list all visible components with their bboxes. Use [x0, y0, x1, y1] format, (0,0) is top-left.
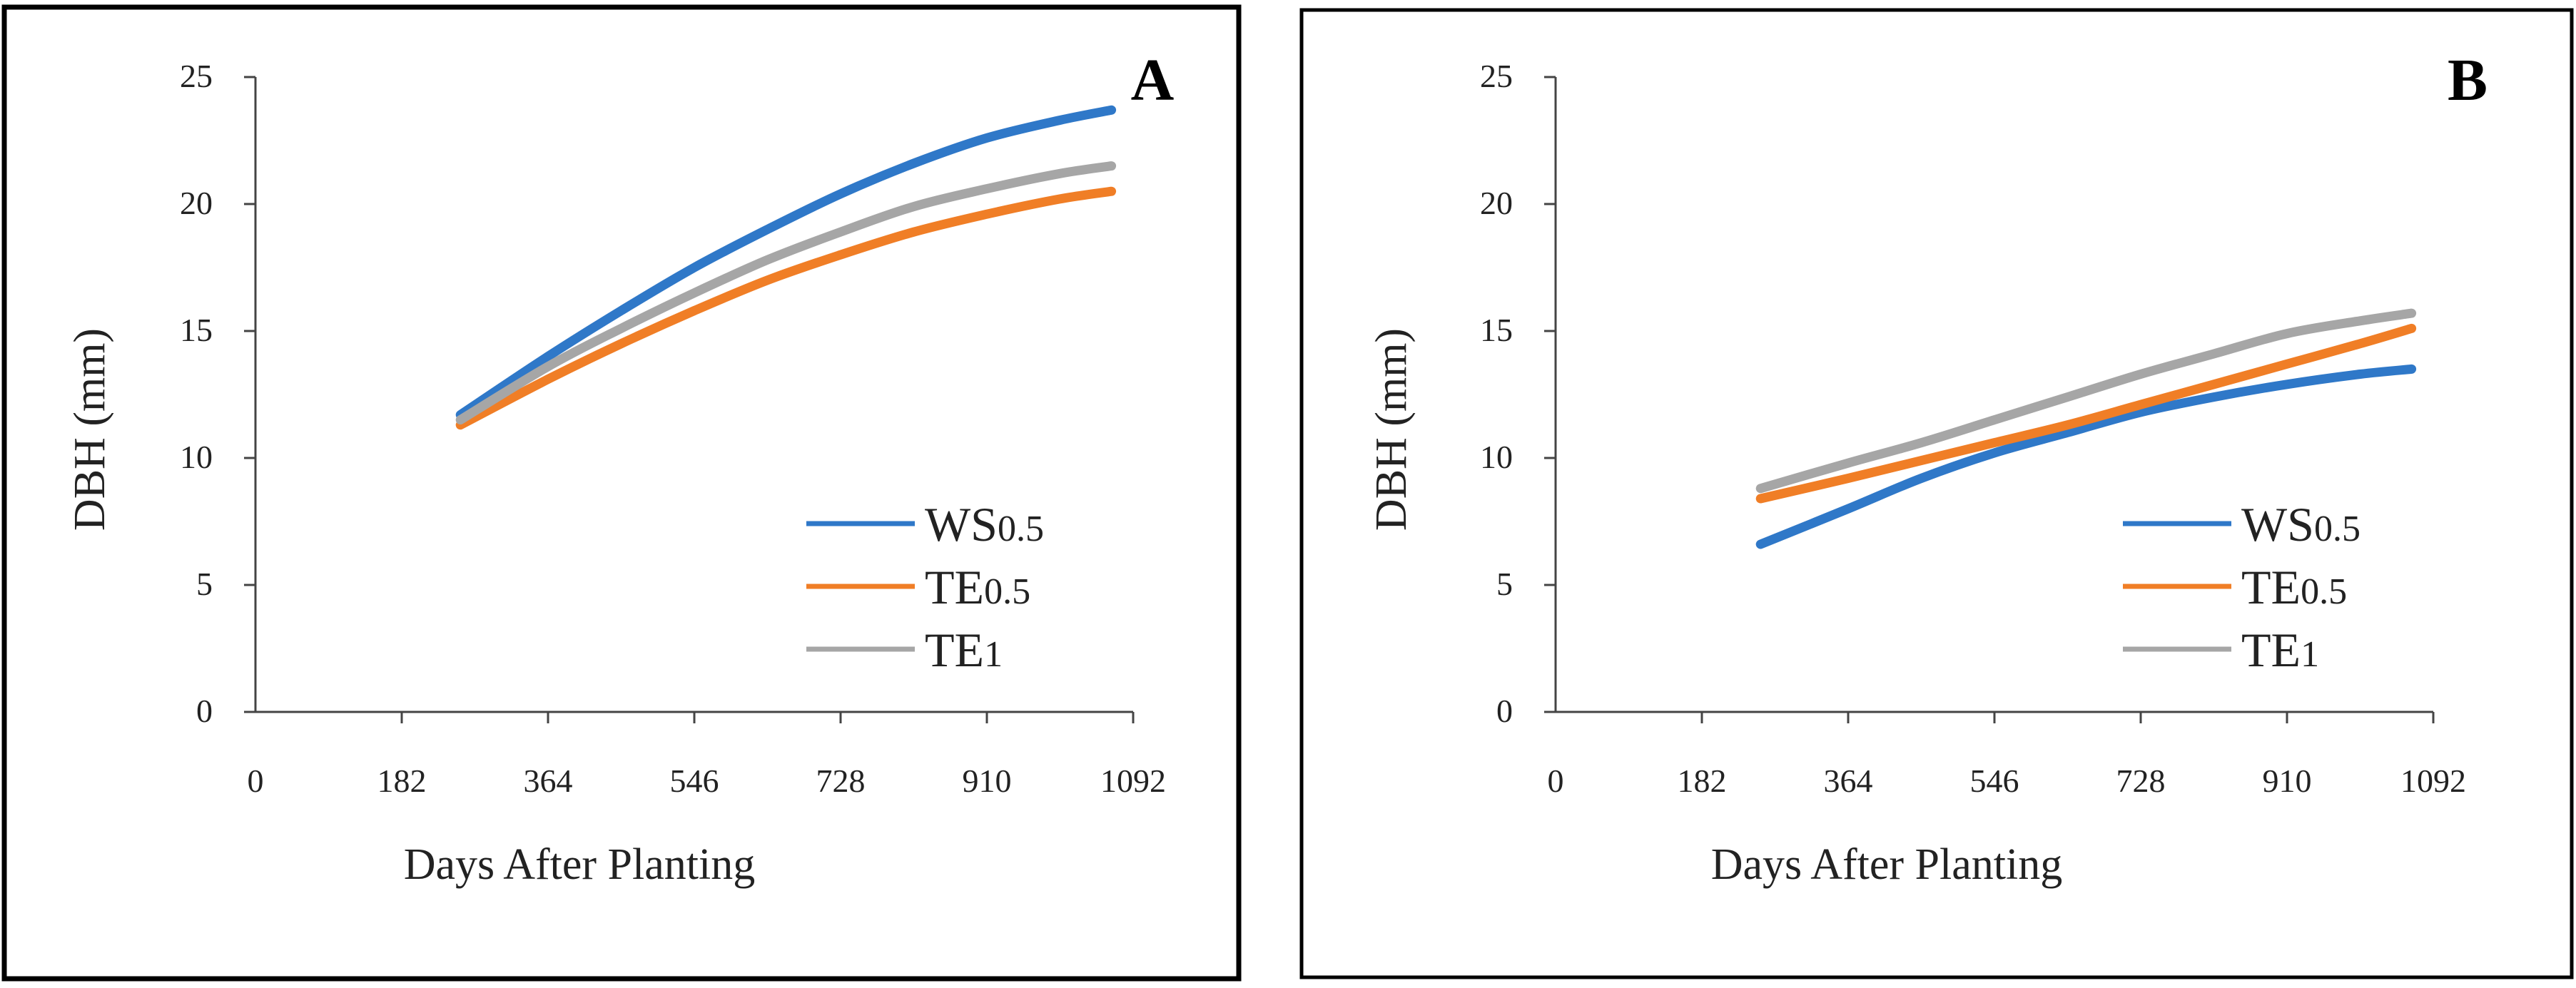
panel-b-y-tick: 10	[1480, 439, 1513, 475]
panel-a-label: A	[1131, 47, 1175, 113]
panel-b-y-tick: 20	[1480, 185, 1513, 221]
panel-a-series	[455, 105, 1117, 430]
series-line-ws05	[1755, 364, 2417, 549]
panel-a-x-ticks: 0 182 364 546 728 910 1092	[248, 763, 1167, 799]
panel-a-x-tick: 546	[670, 763, 719, 799]
legend-item-ws05: WS0.5	[2123, 497, 2361, 551]
legend-label-ws05: WS	[925, 497, 998, 551]
panel-a-frame	[1, 4, 1242, 982]
panel-a-y-tick: 0	[196, 693, 213, 729]
svg-text:TE0.5: TE0.5	[2241, 560, 2347, 614]
chart-panel-a: A DBH (mm) Days After Planting 0 5 10 15…	[1, 4, 1242, 982]
panel-b-series	[1755, 308, 2417, 549]
panel-a-y-tick: 20	[180, 185, 213, 221]
panel-a-x-tick: 182	[377, 763, 427, 799]
series-line-te05	[1755, 323, 2417, 504]
panel-b-label: B	[2448, 47, 2488, 113]
series-line-te1	[1755, 308, 2417, 494]
legend-sublabel-te1: 1	[984, 634, 1003, 675]
legend-label-te05: TE	[2241, 560, 2301, 614]
panel-a-x-axis-title: Days After Planting	[404, 840, 756, 889]
legend-label-ws05: WS	[2241, 497, 2314, 551]
panel-b-y-ticks: 0 5 10 15 20 25	[1480, 58, 1513, 729]
legend-item-ws05: WS0.5	[806, 497, 1044, 551]
chart-panel-b: B DBH (mm) Days After Planting 0 5 10 15…	[1299, 8, 2574, 979]
svg-text:WS0.5: WS0.5	[2241, 497, 2361, 551]
legend-sublabel-ws05: 0.5	[998, 509, 1044, 549]
series-line-te05	[455, 186, 1117, 430]
panel-a-legend: WS0.5 TE0.5 TE1	[806, 497, 1044, 677]
panel-b-x-axis-title: Days After Planting	[1711, 840, 2063, 889]
panel-b-axis-tick-marks	[1544, 76, 2435, 723]
legend-sublabel-te1: 1	[2301, 634, 2319, 675]
legend-sublabel-te05: 0.5	[984, 571, 1030, 612]
legend-sublabel-ws05: 0.5	[2314, 509, 2361, 549]
panel-b-frame	[1299, 8, 2574, 979]
panel-a-x-tick: 1092	[1100, 763, 1166, 799]
legend-item-te05: TE0.5	[806, 560, 1030, 614]
legend-label-te05: TE	[925, 560, 984, 614]
panel-b-x-tick: 910	[2263, 763, 2312, 799]
panel-a-x-tick: 0	[248, 763, 264, 799]
svg-text:TE1: TE1	[2241, 623, 2319, 677]
panel-a-x-tick: 364	[524, 763, 573, 799]
panel-a-y-tick: 5	[196, 566, 213, 602]
panel-a-y-axis-title: DBH (mm)	[66, 328, 114, 531]
panel-b-y-tick: 0	[1496, 693, 1513, 729]
panel-b-y-tick: 5	[1496, 566, 1513, 602]
panel-a-y-tick: 15	[180, 312, 213, 348]
panel-b-x-ticks: 0 182 364 546 728 910 1092	[1548, 763, 2467, 799]
legend-label-te1: TE	[925, 623, 984, 677]
panel-a-y-tick: 10	[180, 439, 213, 475]
legend-label-te1: TE	[2241, 623, 2301, 677]
legend-item-te05: TE0.5	[2123, 560, 2347, 614]
panel-b-legend: WS0.5 TE0.5 TE1	[2123, 497, 2361, 677]
panel-b-x-tick: 728	[2116, 763, 2166, 799]
panel-b-y-tick: 15	[1480, 312, 1513, 348]
svg-text:TE1: TE1	[925, 623, 1003, 677]
legend-sublabel-te05: 0.5	[2301, 571, 2347, 612]
series-line-te1	[455, 161, 1117, 425]
panel-a-x-tick: 910	[963, 763, 1012, 799]
legend-item-te1: TE1	[2123, 623, 2319, 677]
panel-b-x-tick: 0	[1548, 763, 1564, 799]
panel-a-x-tick: 728	[816, 763, 866, 799]
svg-text:TE0.5: TE0.5	[925, 560, 1030, 614]
panel-b-y-tick: 25	[1480, 58, 1513, 94]
series-line-ws05	[455, 105, 1117, 419]
panel-b-x-tick: 182	[1678, 763, 1727, 799]
panel-a-y-tick: 25	[180, 58, 213, 94]
panel-b-x-tick: 364	[1824, 763, 1873, 799]
panel-b-y-axis-title: DBH (mm)	[1367, 328, 1416, 531]
svg-text:WS0.5: WS0.5	[925, 497, 1044, 551]
panel-b-x-tick: 1092	[2400, 763, 2466, 799]
panel-a-y-ticks: 0 5 10 15 20 25	[180, 58, 213, 729]
legend-item-te1: TE1	[806, 623, 1003, 677]
panel-b-x-tick: 546	[1970, 763, 2019, 799]
panel-a-axis-tick-marks	[244, 76, 1135, 723]
